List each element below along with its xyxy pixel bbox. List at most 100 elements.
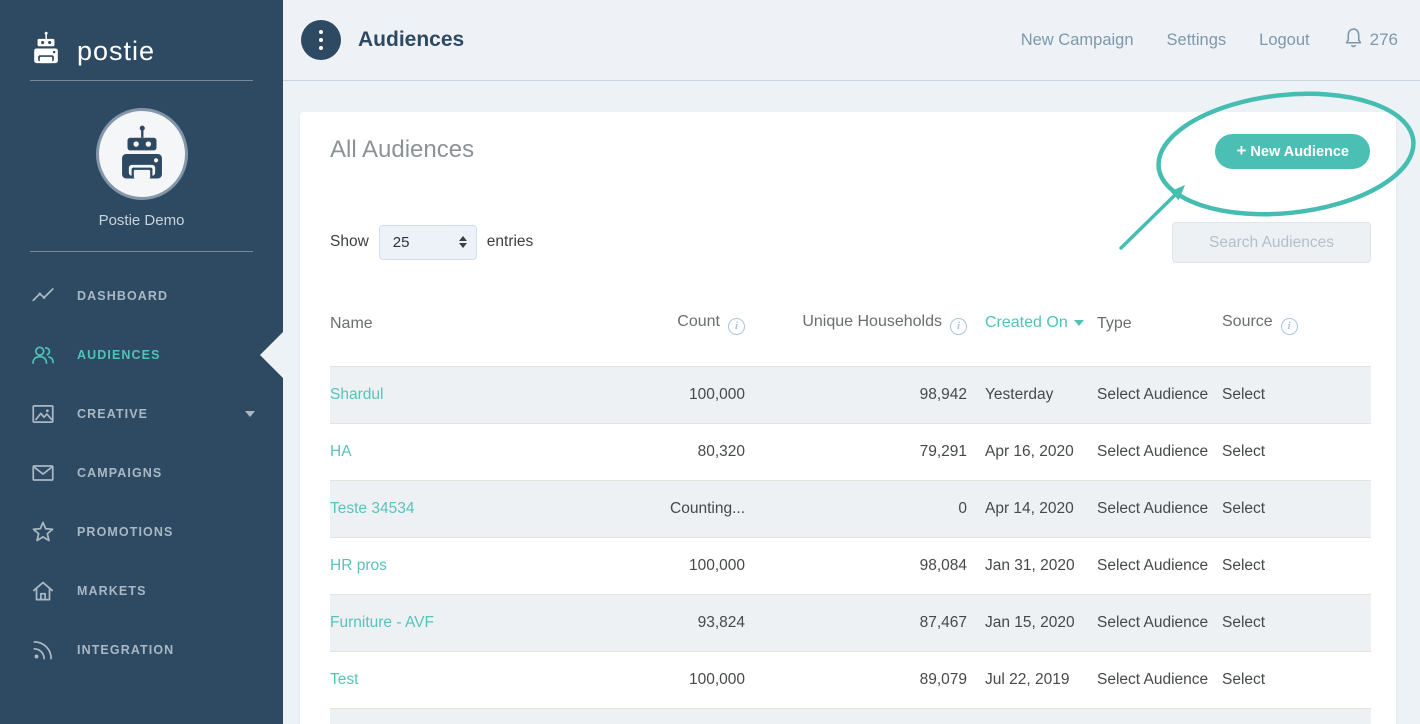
sidebar-item-markets[interactable]: MARKETS [0, 561, 283, 620]
cell-count: Counting... [642, 479, 748, 537]
cell-unique-households: 87,467 [748, 593, 970, 651]
brand-logo[interactable]: postie [0, 0, 283, 80]
bell-icon [1343, 27, 1364, 53]
divider [30, 251, 253, 252]
audience-name-link[interactable]: Shardul [330, 385, 384, 403]
page-title: Audiences [358, 28, 465, 51]
cell-type: Select Audience [1097, 385, 1209, 403]
star-icon [30, 519, 56, 545]
cell-source [1222, 707, 1371, 724]
cell-count: 100,000 [688, 385, 745, 403]
cell-type: Select Audience [1097, 479, 1222, 537]
table-row: HA 80,320 79,291 Apr 16, 2020 Select Aud… [330, 422, 1371, 480]
info-icon[interactable]: i [728, 317, 745, 335]
audience-name-link[interactable]: HA [330, 442, 352, 460]
table-row: Teste 34534 Counting... 0 Apr 14, 2020 S… [330, 479, 1371, 537]
table-row: HR pros 100,000 98,084 Jan 31, 2020 Sele… [330, 536, 1371, 594]
cell-created-on: Jan 31, 2020 [970, 536, 1097, 594]
select-arrows-icon [458, 236, 467, 248]
cell-created-on [970, 707, 1097, 724]
audiences-table: Name Count i Unique Households i Created O… [330, 282, 1371, 724]
sidebar-item-campaigns[interactable]: CAMPAIGNS [0, 443, 283, 502]
page-size-control: Show 25 entries [330, 222, 533, 262]
cell-type: Select Audience [1097, 593, 1222, 651]
show-label: Show [330, 233, 369, 250]
table-header-row: Name Count i Unique Households i Created O… [330, 282, 1371, 367]
cell-unique-households: 98,942 [919, 385, 967, 403]
cell-source: Select [1222, 479, 1371, 537]
notifications[interactable]: 276 [1343, 27, 1398, 53]
chevron-down-icon [245, 410, 255, 417]
people-icon [30, 342, 56, 368]
sidebar-item-dashboard[interactable]: DASHBOARD [0, 266, 283, 325]
card-heading: All Audiences [330, 136, 475, 163]
plus-icon: + [1236, 140, 1247, 160]
column-header-created-on[interactable]: Created On [970, 282, 1097, 367]
search-input[interactable] [1172, 222, 1371, 263]
page-size-select[interactable]: 25 [378, 224, 477, 260]
line-chart-icon [30, 283, 56, 309]
sidebar: postie Postie Demo [0, 0, 283, 724]
avatar[interactable] [95, 108, 188, 200]
audience-name-link[interactable]: Teste 34534 [330, 499, 415, 517]
cell-created-on: Apr 14, 2020 [970, 479, 1097, 537]
info-icon[interactable]: i [950, 317, 967, 335]
cell-unique-households: 79,291 [748, 422, 970, 480]
audience-name-link[interactable]: Test [330, 670, 359, 688]
new-audience-button[interactable]: + New Audience [1215, 134, 1370, 169]
audience-name-link[interactable]: HR pros [330, 556, 387, 574]
sidebar-item-creative[interactable]: CREATIVE [0, 384, 283, 443]
cell-type: Select Audience [1097, 536, 1222, 594]
cell-count: 100,000 [642, 536, 748, 594]
table-row: Shardul 100,000 98,942 Yesterday Select … [330, 366, 1371, 423]
entries-label: entries [486, 233, 534, 250]
home-icon [30, 578, 56, 604]
user-name: Postie Demo [98, 212, 185, 229]
cell-created-on: Jan 15, 2020 [970, 593, 1097, 651]
logout-link[interactable]: Logout [1259, 30, 1310, 49]
cell-created-on: Yesterday [985, 385, 1054, 403]
postie-robot-icon [28, 31, 64, 72]
cell-source: Select [1222, 593, 1371, 651]
sidebar-item-integration[interactable]: INTEGRATION [0, 620, 283, 679]
sidebar-nav: DASHBOARD AUDIENCES CREATIVE CAMPAIGNS [0, 266, 283, 679]
info-icon[interactable]: i [1280, 317, 1298, 335]
table-row: Furniture - AVF 93,824 87,467 Jan 15, 20… [330, 593, 1371, 651]
column-header-type[interactable]: Type [1097, 282, 1222, 367]
settings-link[interactable]: Settings [1166, 30, 1227, 49]
cell-unique-households: 98,084 [748, 536, 970, 594]
column-header-source[interactable]: Source i [1222, 282, 1371, 367]
cell-created-on: Jul 22, 2019 [970, 650, 1097, 708]
brand-name: postie [77, 35, 156, 66]
cell-source: Select [1222, 385, 1266, 403]
menu-dots-button[interactable] [301, 20, 341, 60]
active-item-notch [260, 331, 283, 378]
cell-unique-households: 89,079 [748, 650, 970, 708]
cell-unique-households: 0 [748, 479, 970, 537]
image-icon [30, 401, 56, 427]
table-row: Test 100,000 89,079 Jul 22, 2019 Select … [330, 650, 1371, 708]
audiences-card: All Audiences + New Audience Show 25 ent… [300, 112, 1396, 724]
envelope-icon [30, 460, 56, 486]
cell-source: Select [1222, 536, 1371, 594]
rss-icon [30, 637, 56, 663]
column-header-name[interactable]: Name [330, 282, 642, 367]
sidebar-item-audiences[interactable]: AUDIENCES [0, 325, 283, 384]
column-header-count[interactable]: Count i [642, 282, 748, 367]
cell-created-on: Apr 16, 2020 [970, 422, 1097, 480]
cell-type: Select Audience [1097, 650, 1222, 708]
new-campaign-link[interactable]: New Campaign [1020, 30, 1134, 49]
audience-name-link[interactable]: Furniture - AVF [330, 613, 434, 631]
page-size-value: 25 [392, 233, 410, 251]
divider [30, 80, 253, 81]
column-header-unique-households[interactable]: Unique Households i [748, 282, 970, 367]
table-row [330, 707, 1371, 724]
notification-count: 276 [1369, 30, 1398, 49]
sort-desc-icon [1073, 320, 1084, 327]
cell-source: Select [1222, 650, 1371, 708]
cell-count [642, 707, 748, 724]
cell-count: 100,000 [642, 650, 748, 708]
sidebar-item-promotions[interactable]: PROMOTIONS [0, 502, 283, 561]
cell-source: Select [1222, 422, 1371, 480]
cell-type: Select Audience [1097, 422, 1222, 480]
